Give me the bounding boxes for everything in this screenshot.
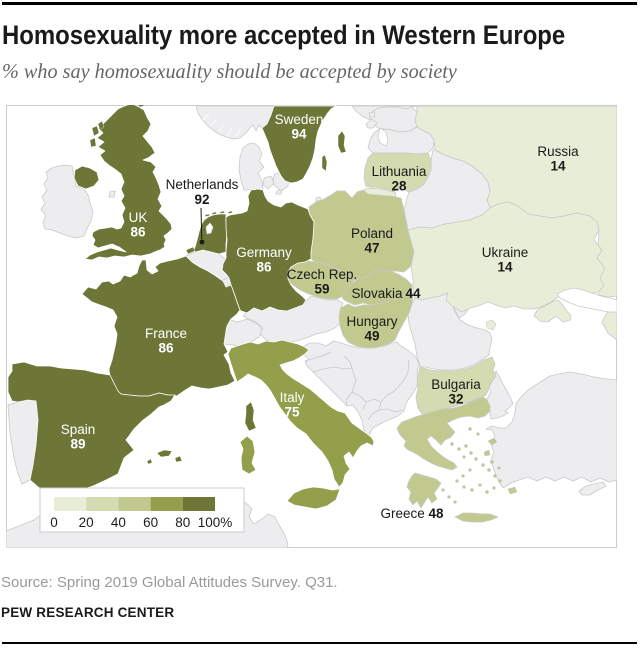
- svg-text:0: 0: [50, 515, 58, 530]
- svg-text:32: 32: [448, 392, 463, 407]
- svg-text:86: 86: [130, 225, 146, 240]
- svg-text:Lithuania: Lithuania: [372, 164, 427, 179]
- svg-text:20: 20: [79, 515, 94, 530]
- svg-text:59: 59: [314, 282, 329, 297]
- svg-text:Ukraine: Ukraine: [482, 245, 529, 260]
- svg-text:UK: UK: [129, 210, 148, 225]
- svg-text:France: France: [145, 326, 187, 341]
- svg-text:Czech Rep.: Czech Rep.: [287, 267, 358, 282]
- svg-text:Sweden: Sweden: [275, 112, 324, 127]
- svg-text:28: 28: [391, 179, 407, 194]
- svg-text:92: 92: [194, 192, 209, 207]
- svg-text:47: 47: [364, 241, 379, 256]
- svg-text:Hungary: Hungary: [346, 314, 397, 329]
- svg-text:44: 44: [405, 286, 421, 301]
- svg-text:14: 14: [497, 260, 513, 275]
- svg-text:49: 49: [364, 329, 379, 344]
- svg-text:Russia: Russia: [537, 144, 579, 159]
- svg-text:Spain: Spain: [61, 422, 96, 437]
- svg-text:94: 94: [291, 127, 307, 142]
- svg-text:75: 75: [284, 405, 300, 420]
- svg-text:86: 86: [158, 341, 174, 356]
- svg-text:80: 80: [175, 515, 190, 530]
- svg-text:89: 89: [70, 437, 85, 452]
- svg-text:Netherlands: Netherlands: [166, 177, 239, 192]
- svg-text:14: 14: [550, 159, 566, 174]
- svg-text:Greece 48: Greece 48: [380, 506, 444, 521]
- svg-text:Bulgaria: Bulgaria: [431, 377, 481, 392]
- svg-text:Germany: Germany: [236, 245, 292, 260]
- svg-text:86: 86: [256, 260, 272, 275]
- svg-text:100%: 100%: [198, 515, 233, 530]
- svg-text:60: 60: [143, 515, 158, 530]
- svg-text:Italy: Italy: [280, 390, 305, 405]
- svg-text:40: 40: [111, 515, 126, 530]
- svg-text:Slovakia: Slovakia: [351, 286, 403, 301]
- svg-text:Poland: Poland: [351, 226, 393, 241]
